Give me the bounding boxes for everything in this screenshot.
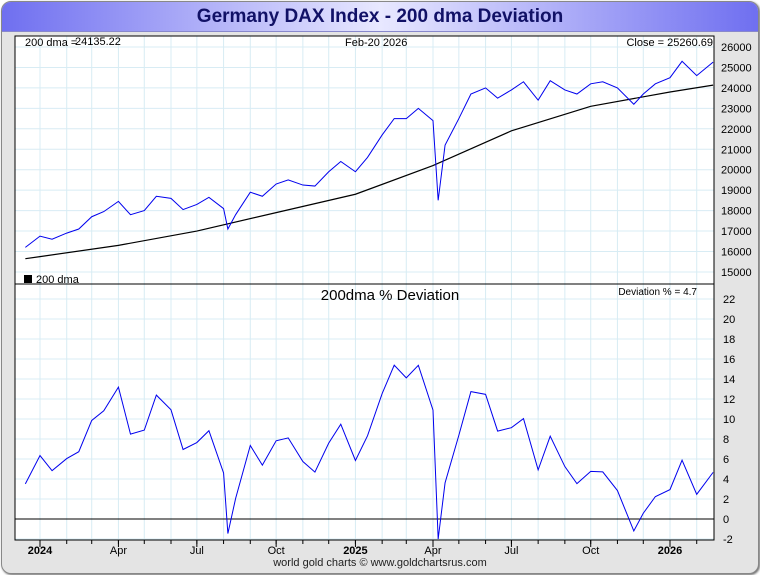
deviation-panel-title: 200dma % Deviation: [321, 287, 459, 304]
x-tick-label: Apr: [424, 545, 441, 557]
y-tick-label-deviation: 12: [723, 394, 735, 406]
dma-readout-label: 200 dma =: [25, 37, 77, 49]
x-tick-label: Apr: [110, 545, 127, 557]
y-tick-label-price: 23000: [721, 103, 752, 115]
y-tick-label-price: 21000: [721, 144, 752, 156]
y-tick-label-price: 22000: [721, 124, 752, 136]
legend-label-dma: 200 dma: [36, 274, 80, 286]
y-tick-label-deviation: 22: [723, 294, 735, 306]
y-tick-label-price: 15000: [721, 267, 752, 279]
x-tick-label: Jul: [504, 545, 518, 557]
deviation-line: [24, 364, 714, 540]
y-tick-label-price: 19000: [721, 185, 752, 197]
y-tick-label-price: 24000: [721, 83, 752, 95]
legend-swatch-dma: [24, 275, 32, 283]
y-tick-label-deviation: 6: [723, 454, 729, 466]
y-tick-label-deviation: -2: [723, 534, 733, 546]
y-tick-label-deviation: 14: [723, 374, 735, 386]
y-tick-label-price: 26000: [721, 42, 752, 54]
y-tick-label-deviation: 16: [723, 354, 735, 366]
dma-readout-value: 24135.22: [75, 36, 121, 48]
title-bar: Germany DAX Index - 200 dma Deviation: [2, 2, 758, 32]
chart-title: Germany DAX Index - 200 dma Deviation: [196, 6, 564, 27]
x-tick-label: Oct: [268, 545, 285, 557]
chart-date: Feb-20 2026: [345, 37, 407, 49]
y-tick-label-deviation: 4: [723, 474, 729, 486]
plot-border: [14, 35, 715, 541]
y-tick-label-deviation: 10: [723, 414, 735, 426]
close-price-line: [25, 60, 714, 248]
x-tick-label: Oct: [582, 545, 599, 557]
x-tick-label: Jul: [190, 545, 204, 557]
y-tick-label-deviation: 20: [723, 314, 735, 326]
y-tick-label-deviation: 18: [723, 334, 735, 346]
y-tick-label-deviation: 0: [723, 514, 729, 526]
y-tick-label-price: 17000: [721, 226, 752, 238]
close-readout: Close = 25260.69: [626, 37, 713, 49]
x-tick-label: 2026: [658, 545, 682, 557]
deviation-readout: Deviation % = 4.7: [618, 287, 697, 298]
y-tick-label-price: 20000: [721, 165, 752, 177]
dma-line: [25, 84, 714, 260]
y-tick-label-price: 18000: [721, 206, 752, 218]
y-tick-label-price: 16000: [721, 247, 752, 259]
y-tick-label-price: 25000: [721, 62, 752, 74]
y-tick-label-deviation: 8: [723, 434, 729, 446]
x-tick-label: 2025: [343, 545, 367, 557]
y-tick-label-deviation: 2: [723, 494, 729, 506]
footer-credit: world gold charts © www.goldchartsrus.co…: [273, 557, 487, 569]
x-tick-label: 2024: [28, 545, 53, 557]
